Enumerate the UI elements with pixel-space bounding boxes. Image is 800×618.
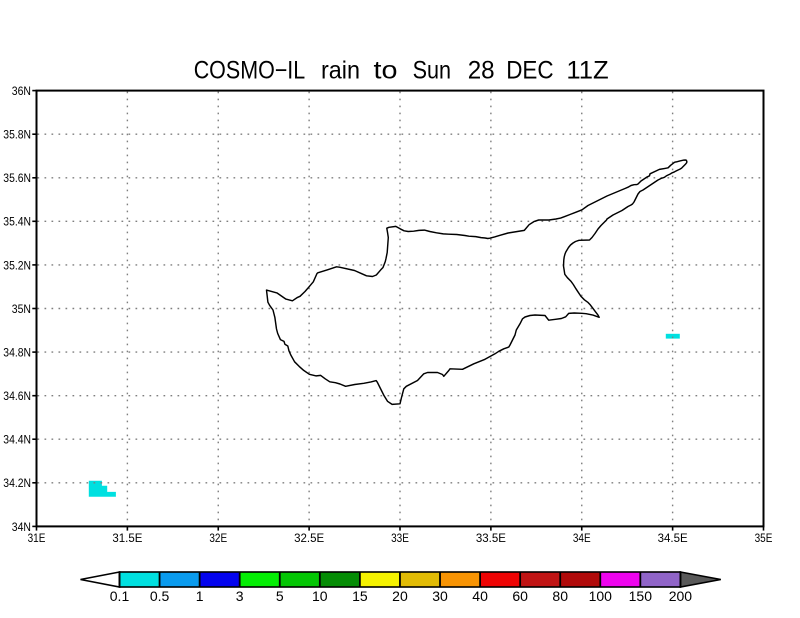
svg-text:31.5E: 31.5E bbox=[112, 531, 142, 545]
svg-text:34.4N: 34.4N bbox=[3, 433, 31, 447]
svg-text:33.5E: 33.5E bbox=[476, 531, 506, 545]
svg-text:35E: 35E bbox=[755, 531, 773, 545]
svg-text:34.8N: 34.8N bbox=[3, 346, 31, 360]
svg-text:Sun: Sun bbox=[413, 57, 451, 85]
svg-text:11Z: 11Z bbox=[566, 57, 608, 85]
svg-text:to: to bbox=[374, 57, 398, 85]
svg-text:80: 80 bbox=[552, 588, 568, 604]
svg-text:COSMO−IL: COSMO−IL bbox=[194, 57, 306, 85]
svg-text:36N: 36N bbox=[12, 84, 31, 98]
svg-text:34E: 34E bbox=[573, 531, 591, 545]
svg-text:60: 60 bbox=[512, 588, 528, 604]
svg-text:40: 40 bbox=[472, 588, 488, 604]
svg-text:35.4N: 35.4N bbox=[3, 215, 31, 229]
svg-text:20: 20 bbox=[392, 588, 408, 604]
svg-text:0.5: 0.5 bbox=[150, 588, 170, 604]
svg-text:0.1: 0.1 bbox=[110, 588, 130, 604]
svg-text:30: 30 bbox=[432, 588, 448, 604]
svg-text:10: 10 bbox=[312, 588, 328, 604]
svg-text:34.2N: 34.2N bbox=[3, 476, 31, 490]
svg-text:28: 28 bbox=[468, 57, 495, 85]
svg-text:34.6N: 34.6N bbox=[3, 389, 31, 403]
svg-text:1: 1 bbox=[196, 588, 204, 604]
svg-text:3: 3 bbox=[236, 588, 244, 604]
svg-text:15: 15 bbox=[352, 588, 368, 604]
svg-text:32E: 32E bbox=[209, 531, 227, 545]
svg-text:34N: 34N bbox=[12, 520, 31, 534]
svg-text:150: 150 bbox=[629, 588, 653, 604]
svg-text:rain: rain bbox=[321, 57, 360, 85]
svg-text:35N: 35N bbox=[12, 302, 31, 316]
svg-text:35.8N: 35.8N bbox=[3, 128, 31, 142]
svg-text:5: 5 bbox=[276, 588, 284, 604]
svg-text:100: 100 bbox=[589, 588, 613, 604]
svg-text:35.6N: 35.6N bbox=[3, 171, 31, 185]
svg-text:32.5E: 32.5E bbox=[294, 531, 324, 545]
svg-text:200: 200 bbox=[669, 588, 693, 604]
svg-text:DEC: DEC bbox=[506, 57, 553, 85]
svg-text:34.5E: 34.5E bbox=[658, 531, 688, 545]
svg-text:31E: 31E bbox=[28, 531, 46, 545]
svg-text:33E: 33E bbox=[391, 531, 409, 545]
svg-text:35.2N: 35.2N bbox=[3, 258, 31, 272]
